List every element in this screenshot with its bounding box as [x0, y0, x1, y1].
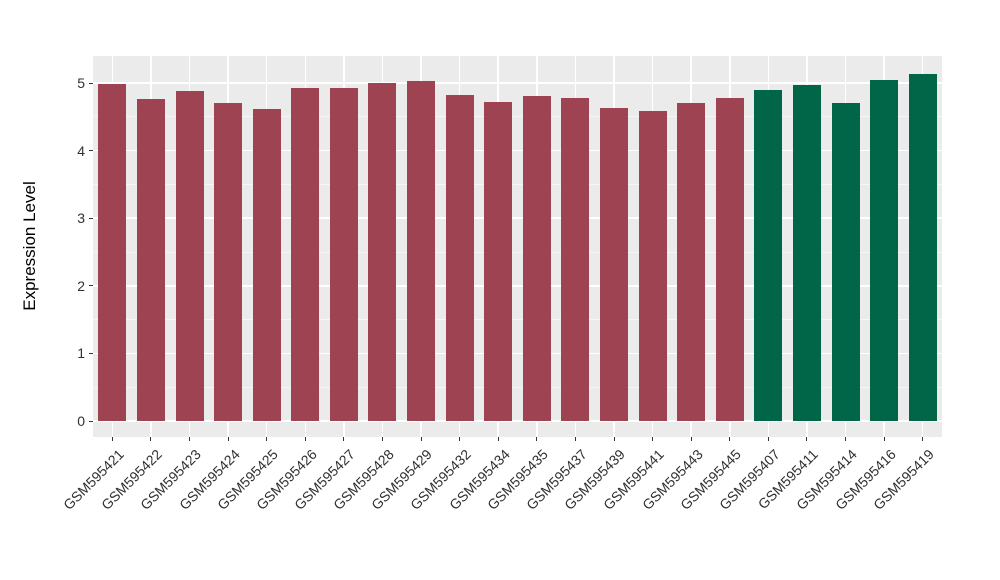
y-tick-mark: [89, 352, 93, 354]
plot-panel: [93, 56, 942, 437]
bar-GSM595434: [484, 101, 513, 421]
minor-gridline: [93, 386, 942, 388]
x-tick-mark: [497, 437, 499, 441]
y-tick-mark: [89, 217, 93, 219]
bar-GSM595419: [908, 74, 937, 421]
y-axis-title: Expression Level: [20, 181, 39, 311]
y-tick-label: 2: [77, 277, 85, 294]
bar-GSM595426: [291, 88, 320, 421]
y-tick-label: 5: [77, 75, 85, 91]
y-tick-mark: [89, 82, 93, 84]
x-tick-mark: [343, 437, 345, 441]
bar-GSM595437: [561, 97, 590, 421]
bar-GSM595428: [368, 83, 397, 421]
x-tick-mark: [574, 437, 576, 441]
major-gridline: [93, 352, 942, 355]
bar-GSM595429: [407, 81, 435, 421]
x-tick-mark: [420, 437, 422, 441]
bar-GSM595423: [175, 91, 204, 421]
bar-GSM595443: [677, 103, 706, 421]
y-tick-label: 0: [77, 413, 85, 429]
bar-GSM595424: [214, 102, 243, 421]
minor-gridline: [93, 251, 942, 253]
x-tick-mark: [613, 437, 615, 441]
x-tick-mark: [690, 437, 692, 441]
x-tick-mark: [189, 437, 190, 441]
x-tick-mark: [304, 437, 306, 441]
y-tick-label: 3: [77, 210, 85, 227]
bar-GSM595411: [792, 85, 821, 421]
major-gridline: [93, 149, 942, 152]
y-tick-mark: [89, 420, 93, 422]
bar-GSM595435: [522, 95, 551, 421]
x-tick-mark: [459, 437, 461, 441]
x-tick-mark: [845, 437, 846, 441]
minor-gridline: [93, 319, 942, 321]
x-tick-mark: [729, 437, 731, 441]
bar-GSM595407: [754, 90, 783, 421]
minor-gridline: [93, 116, 942, 118]
bar-GSM595414: [831, 102, 860, 421]
bar-GSM595432: [445, 94, 474, 421]
y-tick-mark: [89, 285, 93, 287]
x-tick-mark: [883, 437, 885, 441]
x-tick-mark: [767, 437, 769, 441]
major-gridline: [93, 420, 942, 422]
major-gridline: [93, 82, 942, 84]
bar-GSM595416: [870, 79, 899, 421]
bar-GSM595425: [252, 109, 281, 421]
bar-GSM595445: [715, 97, 744, 421]
major-gridline: [93, 285, 942, 287]
y-tick-label: 1: [77, 345, 85, 362]
bar-GSM595421: [98, 83, 127, 421]
x-tick-mark: [266, 437, 268, 441]
bar-GSM595439: [600, 108, 628, 421]
x-tick-mark: [150, 437, 152, 441]
x-tick-mark: [922, 437, 924, 441]
x-tick-mark: [111, 437, 113, 441]
y-tick-label: 4: [77, 142, 85, 159]
x-tick-mark: [652, 437, 654, 441]
bar-GSM595422: [136, 99, 165, 421]
x-tick-mark: [381, 437, 383, 441]
minor-gridline: [93, 183, 942, 185]
x-tick-mark: [536, 437, 538, 441]
y-tick-mark: [89, 150, 93, 152]
bar-GSM595427: [329, 87, 358, 421]
bar-GSM595441: [638, 111, 667, 421]
x-tick-mark: [806, 437, 808, 441]
major-gridline: [93, 217, 942, 219]
x-tick-mark: [227, 437, 229, 441]
